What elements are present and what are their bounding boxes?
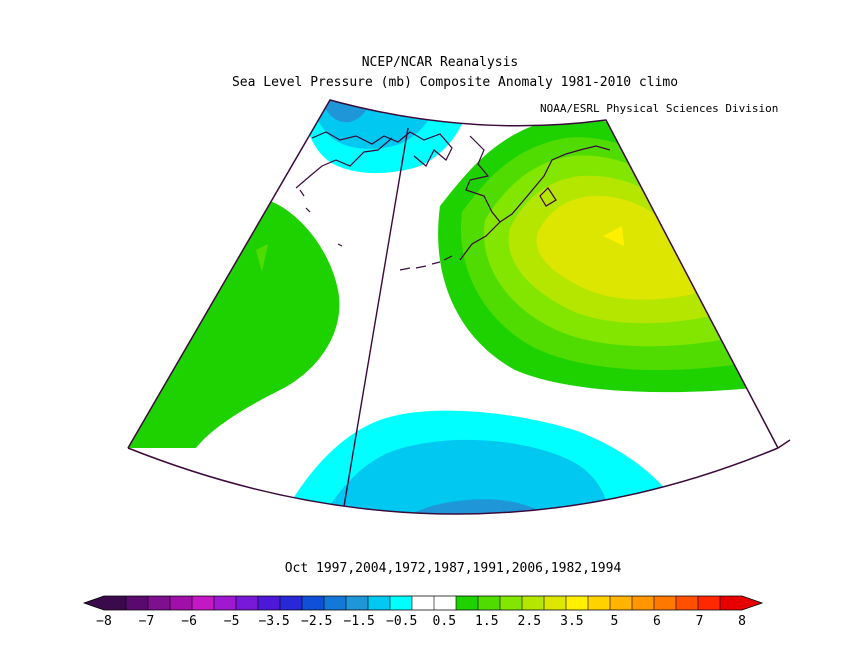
colorbar-tick-label: −6 bbox=[181, 614, 197, 629]
colorbar-tick-label: 1.5 bbox=[475, 614, 498, 629]
colorbar-tick-label: 0.5 bbox=[433, 614, 456, 629]
colorbar-tick-label: −2.5 bbox=[301, 614, 332, 629]
colorbar bbox=[82, 595, 764, 611]
colorbar-swatch bbox=[654, 596, 677, 610]
colorbar-swatch bbox=[412, 596, 435, 610]
anomaly-neg-1 bbox=[300, 439, 620, 514]
colorbar-tick-label: 2.5 bbox=[518, 614, 541, 629]
colorbar-tick-label: 3.5 bbox=[560, 614, 583, 629]
colorbar-tick-label: 7 bbox=[696, 614, 704, 629]
colorbar-swatch bbox=[148, 596, 171, 610]
anomaly-pos-2.5 bbox=[536, 195, 694, 300]
map-edge-right bbox=[777, 439, 791, 449]
colorbar-arrow-left bbox=[84, 596, 104, 610]
colorbar-swatch bbox=[632, 596, 655, 610]
colorbar-swatch bbox=[434, 596, 457, 610]
coastline-asia bbox=[311, 131, 453, 167]
colorbar-swatch bbox=[588, 596, 611, 610]
colorbar-swatch bbox=[302, 596, 325, 610]
colorbar-swatch bbox=[478, 596, 501, 610]
colorbar-swatch bbox=[346, 596, 369, 610]
colorbar-tick-label: −0.5 bbox=[386, 614, 417, 629]
credit-label: NOAA/ESRL Physical Sciences Division bbox=[540, 102, 778, 115]
colorbar-swatch bbox=[324, 596, 347, 610]
colorbar-swatch bbox=[170, 596, 193, 610]
map-outline bbox=[127, 99, 779, 515]
colorbar-swatch bbox=[676, 596, 699, 610]
anomaly-pos-3 bbox=[603, 226, 624, 246]
meridian-line bbox=[339, 127, 409, 514]
colorbar-swatch bbox=[390, 596, 413, 610]
colorbar-tick-label: 6 bbox=[653, 614, 661, 629]
coastlines bbox=[295, 131, 611, 271]
colorbar-swatch bbox=[500, 596, 523, 610]
colorbar-swatch bbox=[214, 596, 237, 610]
map: NOAA/ESRL Physical Sciences Division bbox=[127, 98, 791, 515]
colorbar-tick-label: 8 bbox=[738, 614, 746, 629]
anomaly-pos-1-west bbox=[256, 244, 268, 272]
coastline-alaska-south bbox=[499, 145, 611, 223]
meridians bbox=[339, 127, 409, 514]
colorbar-swatch bbox=[610, 596, 633, 610]
composite-caption: Oct 1997,2004,1972,1987,1991,2006,1982,1… bbox=[285, 561, 622, 576]
credit-bg bbox=[538, 98, 774, 114]
anomaly-field bbox=[128, 100, 778, 514]
coastline-alaska-west bbox=[459, 135, 501, 261]
colorbar-swatch bbox=[104, 596, 127, 610]
colorbar-swatch bbox=[126, 596, 149, 610]
colorbar-swatch bbox=[236, 596, 259, 610]
colorbar-tick-label: −5 bbox=[224, 614, 240, 629]
anomaly-neg-1.5-north bbox=[318, 100, 372, 123]
colorbar-tick-label: 5 bbox=[610, 614, 618, 629]
title-line2: Sea Level Pressure (mb) Composite Anomal… bbox=[232, 75, 678, 90]
colorbar-outline bbox=[82, 595, 764, 611]
colorbar-tick-label: −3.5 bbox=[258, 614, 289, 629]
colorbar-tick-label: −1.5 bbox=[344, 614, 375, 629]
coastline-aleutians bbox=[399, 255, 453, 271]
title-line1: NCEP/NCAR Reanalysis bbox=[362, 55, 519, 70]
colorbar-swatch bbox=[368, 596, 391, 610]
coastline-kodiak bbox=[539, 187, 557, 207]
coastline-chukotka bbox=[295, 137, 393, 189]
colorbar-swatch bbox=[258, 596, 281, 610]
colorbar-tick-label: −8 bbox=[96, 614, 112, 629]
colorbar-ticks: −8 −7 −6 −5 −3.5 −2.5 −1.5 −0.5 0.5 1.5 2.5 3.5 5 6 7 8 bbox=[96, 614, 746, 629]
coastline-islands bbox=[299, 189, 343, 247]
colorbar-swatch bbox=[544, 596, 567, 610]
colorbar-swatch bbox=[456, 596, 479, 610]
colorbar-swatch bbox=[698, 596, 721, 610]
colorbar-swatch bbox=[720, 596, 743, 610]
colorbar-swatch bbox=[522, 596, 545, 610]
colorbar-swatch bbox=[566, 596, 589, 610]
colorbar-arrow-right bbox=[742, 596, 762, 610]
colorbar-swatch bbox=[280, 596, 303, 610]
colorbar-swatch bbox=[192, 596, 215, 610]
colorbar-tick-label: −7 bbox=[139, 614, 155, 629]
